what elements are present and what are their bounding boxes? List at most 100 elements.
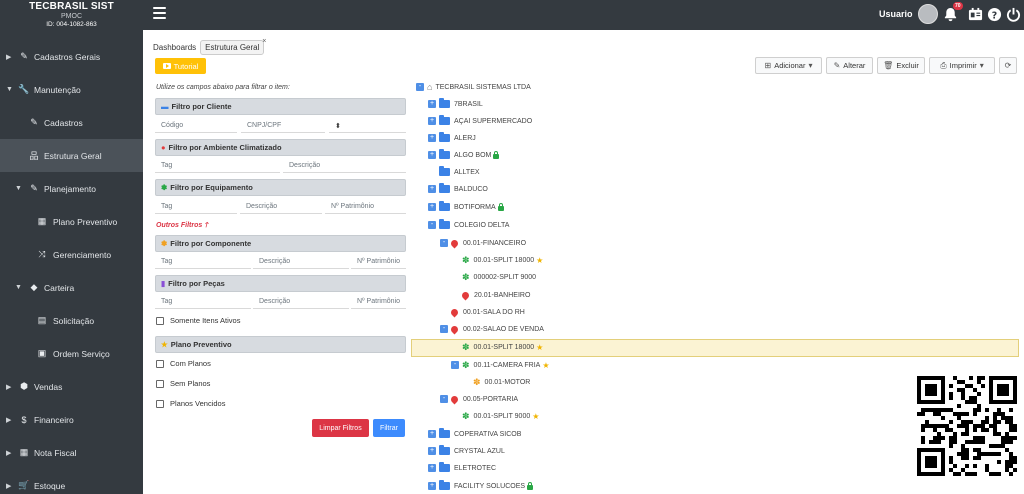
- filter-ambiente-header[interactable]: ● Filtro por Ambiente Climatizado: [155, 139, 406, 156]
- tree-node-selected[interactable]: ✽ 00.01-SPLIT 18000 ★: [462, 339, 543, 355]
- filtrar-button[interactable]: Filtrar: [373, 419, 405, 437]
- expand-toggle-icon[interactable]: +: [428, 185, 436, 193]
- contact-card-icon[interactable]: [968, 7, 983, 22]
- collapse-toggle-icon[interactable]: -: [440, 239, 448, 247]
- tutorial-button[interactable]: Tutorial: [155, 58, 206, 74]
- sem-planos-checkbox[interactable]: Sem Planos: [156, 379, 210, 388]
- tree-root[interactable]: - ⌂ TECBRASIL SISTEMAS LTDA: [416, 79, 531, 95]
- checkbox-box[interactable]: [156, 399, 164, 408]
- componente-tag-input[interactable]: Tag: [155, 254, 251, 269]
- equipamento-patrimonio-input[interactable]: Nº Patrimônio: [325, 199, 406, 214]
- sidebar-item-plano-preventivo[interactable]: ▦ Plano Preventivo: [0, 205, 143, 238]
- ambiente-descricao-input[interactable]: Descrição: [283, 158, 406, 173]
- sidebar-item-ordem-servico[interactable]: ▣ Ordem Serviço: [0, 337, 143, 370]
- power-icon[interactable]: [1006, 7, 1021, 22]
- filter-equipamento-header[interactable]: ✽ Filtro por Equipamento: [155, 179, 406, 196]
- refresh-button[interactable]: ⟳: [999, 57, 1017, 74]
- sidebar-item-estoque[interactable]: ▶ 🛒 Estoque: [0, 469, 143, 494]
- expand-toggle-icon[interactable]: +: [428, 134, 436, 142]
- tree-node[interactable]: + AÇAI SUPERMERCADO: [428, 113, 532, 129]
- filter-plano-header[interactable]: ★ Plano Preventivo: [155, 336, 406, 353]
- equipamento-tag-input[interactable]: Tag: [155, 199, 237, 214]
- bell-icon[interactable]: [943, 7, 958, 22]
- filter-componente-header[interactable]: ✽ Filtro por Componente: [155, 235, 406, 252]
- excluir-button[interactable]: 🗑 Excluir: [877, 57, 925, 74]
- planos-vencidos-checkbox[interactable]: Planos Vencidos: [156, 399, 225, 408]
- componente-descricao-input[interactable]: Descrição: [253, 254, 349, 269]
- collapse-toggle-icon[interactable]: -: [416, 83, 424, 91]
- tree-node[interactable]: 20.01-BANHEIRO: [460, 287, 530, 303]
- tree-node[interactable]: ✽ 00.01-SPLIT 9000 ★: [462, 408, 539, 424]
- sidebar-item-manutencao[interactable]: ▼ 🔧 Manutenção: [0, 73, 143, 106]
- tab-estrutura-geral[interactable]: Estrutura Geral ×: [200, 38, 267, 55]
- collapse-toggle-icon[interactable]: -: [428, 221, 436, 229]
- expand-toggle-icon[interactable]: +: [428, 100, 436, 108]
- sidebar-item-vendas[interactable]: ▶ ⬢ Vendas: [0, 370, 143, 403]
- pecas-descricao-input[interactable]: Descrição: [253, 294, 349, 309]
- tree-node[interactable]: ✽ 000002-SPLIT 9000: [462, 269, 536, 285]
- expand-toggle-icon[interactable]: +: [428, 203, 436, 211]
- ambiente-tag-input[interactable]: Tag: [155, 158, 280, 173]
- codigo-input[interactable]: Código: [155, 118, 237, 133]
- expand-toggle-icon[interactable]: +: [428, 117, 436, 125]
- checkbox-box[interactable]: [156, 379, 164, 388]
- alterar-button[interactable]: ✎ Alterar: [826, 57, 873, 74]
- tree-node[interactable]: - 00.02-SALAO DE VENDA: [440, 321, 544, 337]
- tree-node[interactable]: + COPERATIVA SICOB: [428, 426, 521, 442]
- avatar[interactable]: [918, 4, 938, 24]
- checkbox-box[interactable]: [156, 316, 164, 325]
- limpar-filtros-button[interactable]: Limpar Filtros: [312, 419, 369, 437]
- close-icon[interactable]: ×: [262, 38, 267, 45]
- tree-node[interactable]: ✽ 00.01-MOTOR: [473, 374, 530, 390]
- sidebar-item-financeiro[interactable]: ▶ $ Financeiro: [0, 403, 143, 436]
- componente-patrimonio-input[interactable]: Nº Patrimônio: [351, 254, 406, 269]
- collapse-toggle-icon[interactable]: -: [440, 325, 448, 333]
- pecas-tag-input[interactable]: Tag: [155, 294, 251, 309]
- tree-node[interactable]: + CRYSTAL AZUL: [428, 443, 505, 459]
- tree-node[interactable]: ALLTEX: [439, 164, 480, 180]
- expand-toggle-icon[interactable]: +: [428, 464, 436, 472]
- tree-node[interactable]: + ALGO BOM: [428, 147, 500, 163]
- expand-toggle-icon[interactable]: +: [428, 447, 436, 455]
- cnpj-select[interactable]: ⬍: [329, 118, 406, 133]
- checkbox-box[interactable]: [156, 359, 164, 368]
- user-name[interactable]: Usuario: [879, 9, 913, 19]
- tree-node[interactable]: ✽ 00.01-SPLIT 18000 ★: [462, 252, 543, 268]
- expand-toggle-icon[interactable]: +: [428, 430, 436, 438]
- sidebar-item-estrutura-geral[interactable]: 品 Estrutura Geral: [0, 139, 143, 172]
- collapse-toggle-icon[interactable]: -: [440, 395, 448, 403]
- filter-cliente-header[interactable]: ▬ Filtro por Cliente: [155, 98, 406, 115]
- sidebar-item-planejamento[interactable]: ▼ ✎ Planejamento: [0, 172, 143, 205]
- tree-node[interactable]: + FACILITY SOLUCOES: [428, 478, 534, 494]
- sidebar-item-cadastros[interactable]: ✎ Cadastros: [0, 106, 143, 139]
- equipamento-descricao-input[interactable]: Descrição: [240, 199, 322, 214]
- tree-node[interactable]: - ✽ 00.11-CAMERA FRIA ★: [451, 357, 550, 373]
- help-icon[interactable]: ?: [987, 7, 1002, 22]
- adicionar-button[interactable]: ⊞ Adicionar ▾: [755, 57, 822, 74]
- expand-toggle-icon[interactable]: +: [428, 151, 436, 159]
- tree-node[interactable]: + BALDUCO: [428, 181, 488, 197]
- sidebar-item-nota-fiscal[interactable]: ▶ ▦ Nota Fiscal: [0, 436, 143, 469]
- pecas-patrimonio-input[interactable]: Nº Patrimônio: [351, 294, 406, 309]
- sidebar-item-carteira[interactable]: ▼ ◆ Carteira: [0, 271, 143, 304]
- somente-ativos-checkbox[interactable]: Somente Itens Ativos: [156, 316, 240, 325]
- expand-toggle-icon[interactable]: +: [428, 482, 436, 490]
- filter-pecas-header[interactable]: ▮ Filtro por Peças: [155, 275, 406, 292]
- sidebar-item-solicitacao[interactable]: ▤ Solicitação: [0, 304, 143, 337]
- tree-node[interactable]: + ELETROTEC: [428, 460, 496, 476]
- tree-node[interactable]: + BOTIFORMA: [428, 199, 504, 215]
- tree-node[interactable]: - COLEGIO DELTA: [428, 217, 509, 233]
- collapse-toggle-icon[interactable]: -: [451, 361, 459, 369]
- cnpj-input[interactable]: CNPJ/CPF: [241, 118, 325, 133]
- breadcrumb-dashboards[interactable]: Dashboards: [153, 43, 197, 52]
- sidebar-item-gerenciamento[interactable]: ⤨ Gerenciamento: [0, 238, 143, 271]
- tree-node[interactable]: 00.01-SALA DO RH: [449, 304, 525, 320]
- imprimir-button[interactable]: ⎙ Imprimir ▾: [929, 57, 995, 74]
- tree-node[interactable]: - 00.01-FINANCEIRO: [440, 235, 526, 251]
- tree-node[interactable]: +7BRASIL: [428, 96, 483, 112]
- sidebar-item-cadastros-gerais[interactable]: ▶ ✎ Cadastros Gerais: [0, 40, 143, 73]
- tree-node[interactable]: - 00.05-PORTARIA: [440, 391, 518, 407]
- outros-filtros-toggle[interactable]: Outros Filtros 🡑: [156, 221, 208, 232]
- menu-toggle-icon[interactable]: [153, 7, 166, 19]
- com-planos-checkbox[interactable]: Com Planos: [156, 359, 211, 368]
